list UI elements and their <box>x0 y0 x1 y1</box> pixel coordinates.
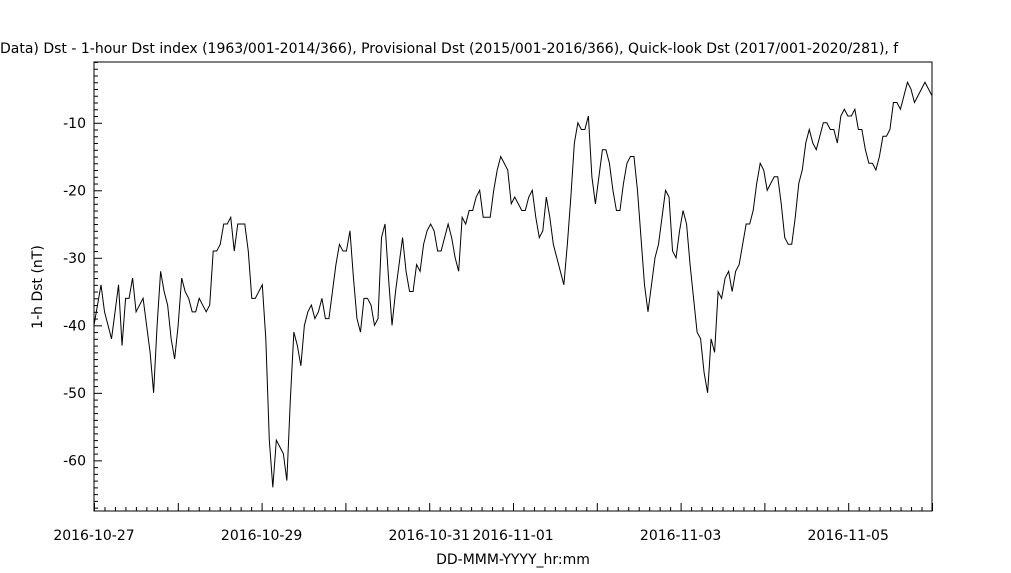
x-tick-label: 2016-10-27 <box>53 528 134 544</box>
y-tick-label: -60 <box>63 453 86 469</box>
dst-series-line <box>93 80 933 488</box>
x-axis-ticks: 2016-10-27 2016-10-29 2016-10-31 2016-11-01… <box>53 503 933 544</box>
y-axis-ticks: -10 -20 -30 -40 -50 -60 <box>63 62 102 509</box>
y-tick-label: -10 <box>63 116 86 132</box>
y-axis-label: 1-h Dst (nT) <box>30 245 46 329</box>
y-tick-label: -40 <box>63 318 86 334</box>
x-tick-label: 2016-10-29 <box>221 528 302 544</box>
chart-title: Data) Dst - 1-hour Dst index (1963/001-2… <box>0 41 899 57</box>
plot-frame <box>93 61 933 512</box>
y-tick-label: -50 <box>63 386 86 402</box>
x-tick-label: 2016-11-01 <box>472 528 553 544</box>
y-tick-label: -30 <box>63 251 86 267</box>
y-tick-label: -20 <box>63 183 86 199</box>
x-tick-label: 2016-11-03 <box>640 528 721 544</box>
x-tick-label: 2016-10-31 <box>389 528 470 544</box>
x-axis-label: DD-MMM-YYYY_hr:mm <box>436 552 590 568</box>
x-tick-label: 2016-11-05 <box>808 528 889 544</box>
